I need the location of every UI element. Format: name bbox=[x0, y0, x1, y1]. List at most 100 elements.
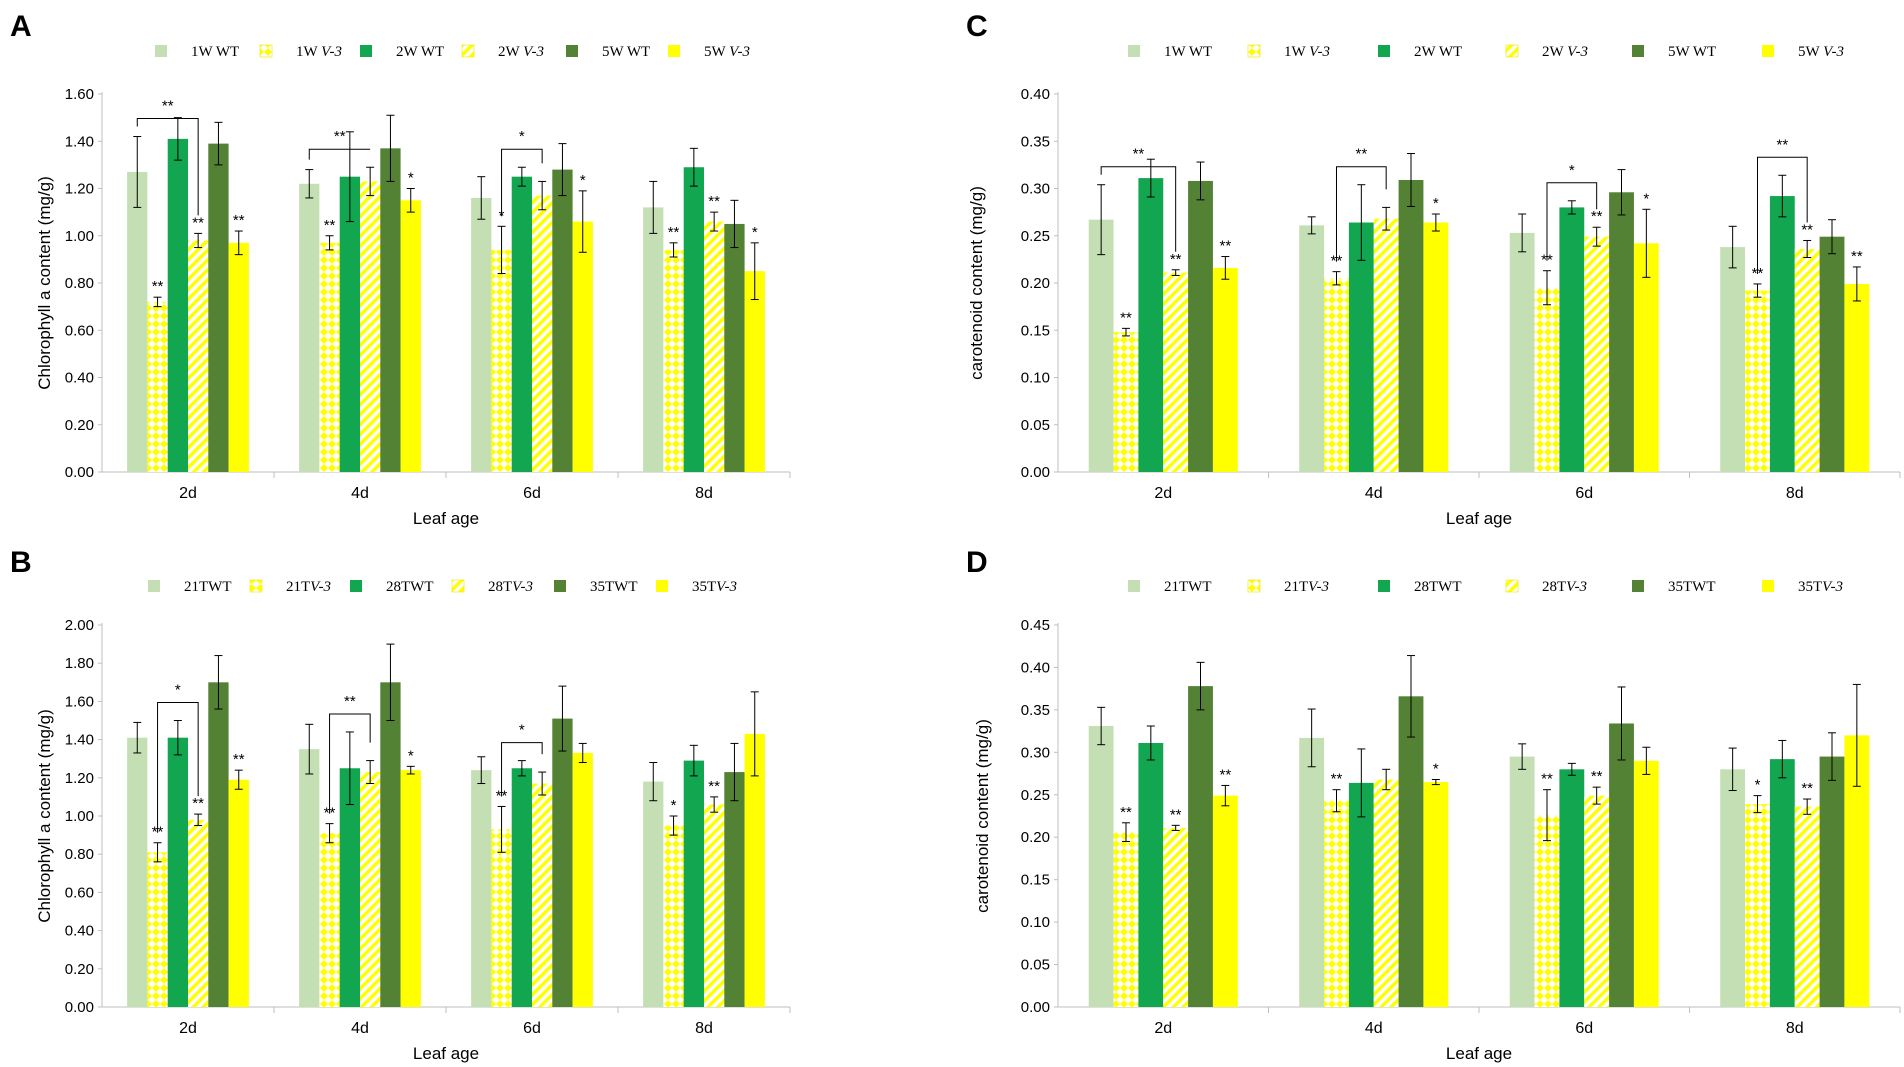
x-tick-label: 8d bbox=[695, 1020, 713, 1037]
bar bbox=[683, 167, 704, 473]
legend-label: 28TWT bbox=[386, 579, 434, 595]
x-tick-label: 8d bbox=[1786, 1020, 1804, 1037]
bar bbox=[532, 195, 553, 472]
bar bbox=[299, 749, 320, 1007]
bar bbox=[208, 143, 229, 473]
bracket-significance-label: ** bbox=[1355, 146, 1367, 163]
bar bbox=[1423, 782, 1449, 1007]
y-tick-label: 0.05 bbox=[1021, 957, 1050, 974]
legend-label: 5W WT bbox=[602, 44, 650, 60]
x-tick-label: 6d bbox=[1575, 485, 1593, 502]
bracket-significance-label: ** bbox=[162, 98, 174, 115]
y-tick-label: 0.25 bbox=[1021, 787, 1050, 804]
bar bbox=[1088, 219, 1114, 472]
legend-swatch bbox=[249, 579, 263, 593]
significance-label: ** bbox=[324, 217, 336, 234]
bar bbox=[167, 138, 188, 472]
legend-label: 1W V-3 bbox=[1284, 44, 1330, 60]
legend-swatch bbox=[360, 45, 372, 57]
legend-swatch bbox=[566, 45, 578, 57]
bar bbox=[228, 779, 249, 1007]
bracket-significance-label: ** bbox=[1133, 146, 1145, 163]
legend-label: 21TWT bbox=[184, 579, 232, 595]
y-tick-label: 0.15 bbox=[1021, 322, 1050, 339]
legend-label: 5W WT bbox=[1668, 44, 1716, 60]
bar bbox=[1212, 795, 1238, 1007]
x-tick-label: 2d bbox=[179, 1020, 197, 1037]
y-tick-label: 0.00 bbox=[65, 464, 94, 481]
legend-swatch bbox=[350, 580, 362, 592]
bracket-significance-label: * bbox=[519, 128, 525, 145]
y-tick-label: 0.60 bbox=[65, 884, 94, 901]
x-tick-label: 6d bbox=[1575, 1020, 1593, 1037]
bar bbox=[744, 733, 765, 1007]
bar bbox=[1348, 782, 1374, 1007]
y-tick-label: 0.35 bbox=[1021, 133, 1050, 150]
bar bbox=[511, 768, 532, 1007]
legend-label: 2W WT bbox=[1414, 44, 1462, 60]
bar bbox=[572, 752, 593, 1007]
bar bbox=[1398, 696, 1424, 1007]
y-tick-label: 0.30 bbox=[1021, 744, 1050, 761]
panel-d-chart: D 21TWT 21TV-3 28TWT 28TV-3 35TWT 35TV-3 0.00 0.… bbox=[966, 546, 1901, 1063]
bar bbox=[1633, 243, 1659, 472]
bar bbox=[572, 221, 593, 472]
bar bbox=[491, 249, 512, 472]
bar bbox=[532, 783, 553, 1007]
significance-label: ** bbox=[1120, 804, 1132, 821]
legend-swatch bbox=[1128, 580, 1140, 592]
significance-label: ** bbox=[233, 212, 245, 229]
bar bbox=[1373, 218, 1399, 472]
y-tick-label: 0.20 bbox=[65, 417, 94, 434]
bar bbox=[1769, 759, 1795, 1007]
y-tick-label: 1.60 bbox=[65, 693, 94, 710]
significance-label: * bbox=[1433, 760, 1439, 777]
legend-label: 28TV-3 bbox=[1542, 579, 1587, 595]
y-tick-label: 0.40 bbox=[1021, 86, 1050, 103]
x-axis-title: Leaf age bbox=[413, 509, 479, 528]
legend-label: 35TV-3 bbox=[1798, 579, 1843, 595]
bar bbox=[704, 804, 725, 1007]
bar bbox=[552, 718, 573, 1007]
bar bbox=[1509, 232, 1535, 472]
panel-a-chart: A 1W WT 1W V-3 2W WT 2W V-3 5W WT 5W V-3 0.00 0.… bbox=[10, 10, 791, 528]
bar bbox=[1138, 742, 1164, 1007]
legend-label: 21TV-3 bbox=[1284, 579, 1329, 595]
legend-swatch bbox=[668, 45, 680, 57]
y-tick-label: 2.00 bbox=[65, 617, 94, 634]
bar bbox=[1609, 192, 1634, 472]
significance-label: ** bbox=[1331, 771, 1343, 788]
bar bbox=[1609, 723, 1634, 1007]
x-tick-label: 4d bbox=[351, 1020, 369, 1037]
significance-label: ** bbox=[1851, 248, 1863, 265]
bar bbox=[380, 682, 401, 1007]
bar bbox=[663, 825, 684, 1007]
legend-swatch bbox=[1505, 44, 1519, 58]
bar bbox=[1559, 207, 1585, 472]
x-tick-label: 4d bbox=[1365, 485, 1383, 502]
bar bbox=[1584, 795, 1610, 1007]
x-tick-label: 8d bbox=[695, 485, 713, 502]
bar bbox=[1299, 737, 1325, 1007]
y-axis-title: Chlorophyll a content (mg/g) bbox=[35, 176, 54, 390]
legend-swatch bbox=[1378, 45, 1390, 57]
x-tick-label: 2d bbox=[1154, 485, 1172, 502]
legend-label: 1W V-3 bbox=[296, 44, 342, 60]
bar bbox=[1188, 180, 1213, 472]
y-tick-label: 0.15 bbox=[1021, 872, 1050, 889]
panel-c-chart: C 1W WT 1W V-3 2W WT 2W V-3 5W WT 5W V-3 0.00 0.… bbox=[966, 10, 1901, 528]
bar bbox=[339, 768, 360, 1007]
bar bbox=[1373, 779, 1399, 1007]
bar bbox=[471, 197, 492, 472]
bar bbox=[704, 221, 725, 472]
legend-swatch bbox=[554, 580, 566, 592]
bar bbox=[1299, 225, 1325, 472]
x-tick-label: 6d bbox=[523, 1020, 541, 1037]
x-tick-label: 2d bbox=[1154, 1020, 1172, 1037]
bar bbox=[1633, 760, 1659, 1007]
legend-swatch bbox=[1247, 44, 1261, 58]
y-tick-label: 1.00 bbox=[65, 808, 94, 825]
y-tick-label: 1.20 bbox=[65, 770, 94, 787]
significance-label: ** bbox=[708, 778, 720, 795]
bar bbox=[1769, 196, 1795, 472]
